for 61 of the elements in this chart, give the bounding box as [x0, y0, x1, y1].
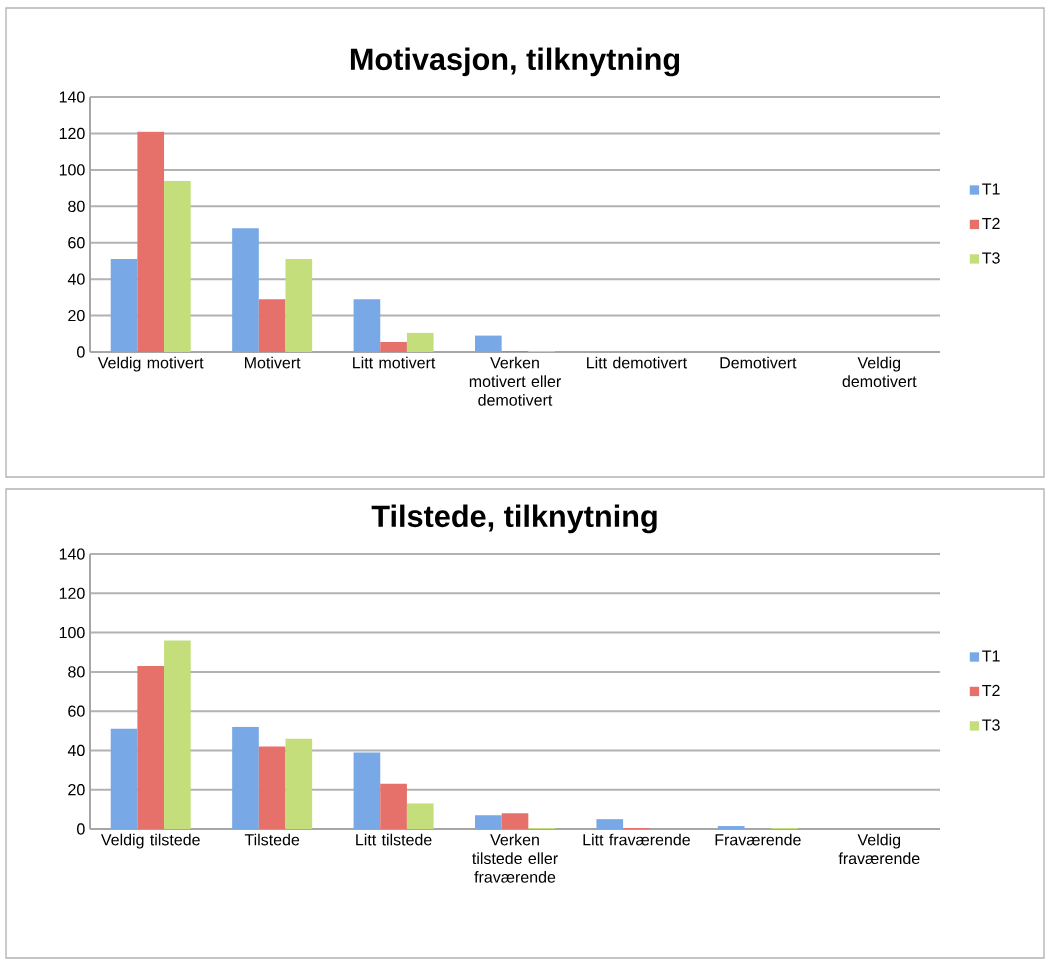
legend-label: T1 [982, 650, 1000, 662]
bar [501, 813, 529, 829]
bar [380, 783, 407, 829]
x-tick-label: Litt tilstede [356, 833, 432, 846]
bar [137, 131, 165, 352]
bar [285, 259, 313, 352]
x-tick-label: Litt demotivert [587, 356, 687, 369]
bar [285, 738, 313, 829]
x-tick-label: Litt motivert [353, 356, 436, 369]
y-tick-label: 100 [59, 164, 85, 176]
y-tick-label: 140 [59, 548, 85, 560]
y-tick-label: 80 [68, 666, 85, 678]
x-tick-label: Fraværende [715, 833, 801, 846]
x-tick-label: Demotivert [720, 356, 797, 369]
chart-title: Motivasjon, tilknytning [350, 47, 680, 77]
bar [137, 665, 165, 829]
y-tick-label: 100 [59, 626, 85, 639]
bar [475, 335, 502, 352]
x-tick-label: Verken motivert eller demotivert [469, 356, 561, 406]
x-tick-label: Tilstede [244, 833, 300, 846]
bar [596, 819, 624, 829]
bar [258, 299, 286, 352]
x-tick-label: Motivert [245, 356, 301, 369]
y-tick-label: 120 [59, 127, 85, 140]
legend-label: T1 [982, 183, 1000, 195]
y-tick-label: 140 [59, 91, 85, 103]
bar [232, 228, 259, 352]
bar [258, 746, 286, 829]
bar [110, 259, 138, 352]
bar [406, 332, 434, 352]
bar [380, 341, 407, 352]
x-tick-label: Veldig demotivert [842, 356, 917, 388]
bar [164, 180, 191, 352]
y-tick-label: 40 [67, 273, 85, 285]
x-tick-label: Litt fraværende [583, 833, 690, 846]
y-tick-label: 40 [67, 744, 85, 757]
y-tick-label: 80 [68, 200, 85, 212]
y-tick-label: 0 [77, 346, 85, 358]
bar [406, 803, 434, 829]
bar [353, 299, 381, 352]
y-tick-label: 20 [68, 784, 85, 796]
y-tick-label: 0 [77, 823, 85, 835]
x-tick-label: Veldig fraværende [838, 833, 920, 865]
y-tick-label: 60 [68, 705, 85, 717]
bar [232, 726, 259, 829]
y-tick-label: 60 [68, 237, 85, 249]
legend-label: T3 [982, 719, 1000, 731]
y-tick-label: 20 [68, 309, 85, 322]
y-tick-label: 120 [59, 587, 85, 599]
bar [110, 728, 138, 829]
bar [164, 640, 191, 829]
bar [353, 752, 381, 829]
x-tick-label: Veldig tilstede [100, 833, 200, 849]
legend-label: T3 [982, 252, 1000, 264]
chart-title: Tilstede, tilknytning [371, 504, 657, 534]
bar [717, 826, 745, 829]
x-tick-label: Verken tilstede eller fraværende [472, 833, 558, 883]
legend-label: T2 [982, 684, 1000, 697]
legend-label: T2 [982, 217, 1000, 230]
bar [475, 815, 502, 829]
x-tick-label: Veldig motivert [97, 356, 204, 372]
